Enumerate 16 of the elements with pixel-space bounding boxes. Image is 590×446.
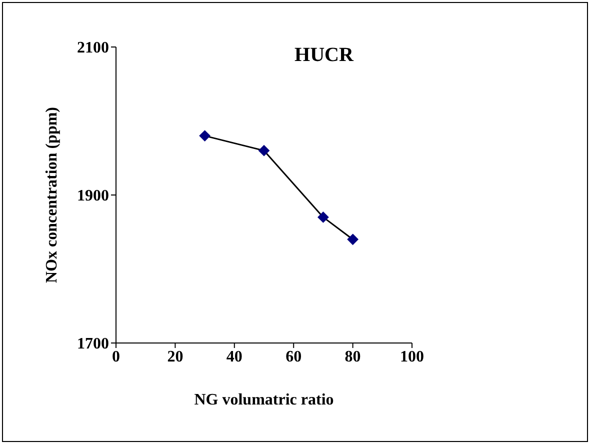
x-tick-label: 60 bbox=[286, 348, 302, 366]
x-tick-label: 100 bbox=[400, 348, 424, 366]
y-axis-title: NOx concentration (ppm) bbox=[44, 107, 61, 283]
y-tick-label: 1700 bbox=[77, 336, 109, 353]
x-tick-label: 0 bbox=[112, 348, 120, 366]
point bbox=[199, 130, 210, 142]
x-tick-label: 40 bbox=[226, 348, 242, 366]
x-axis-title: NG volumatric ratio bbox=[194, 391, 334, 408]
point bbox=[258, 145, 270, 156]
x-tick-label: 20 bbox=[167, 348, 184, 366]
y-tick-label: 1900 bbox=[77, 188, 109, 205]
point bbox=[347, 234, 358, 245]
point bbox=[318, 212, 329, 223]
chart-title: HUCR bbox=[294, 44, 355, 67]
y-tick-label: 2100 bbox=[77, 40, 109, 57]
x-tick-label: 80 bbox=[344, 348, 361, 366]
